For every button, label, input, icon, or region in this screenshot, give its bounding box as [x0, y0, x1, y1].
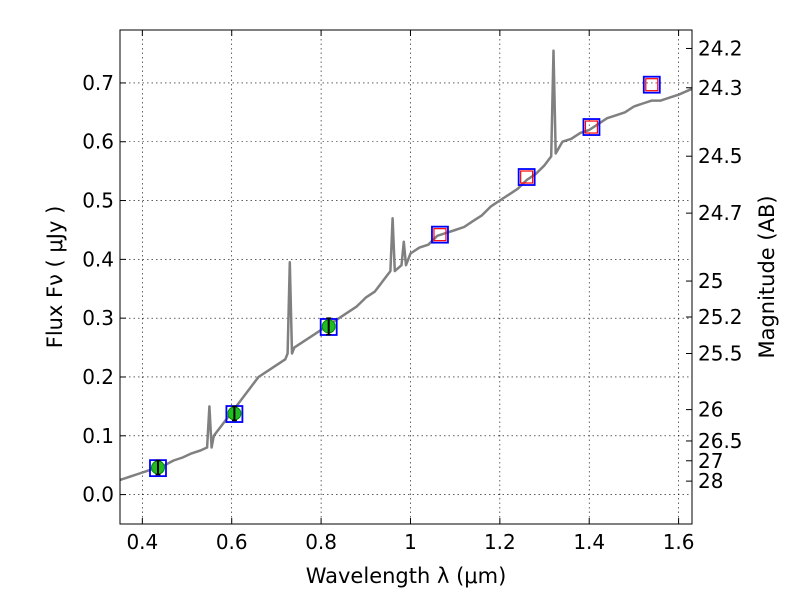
x-axis-title: Wavelength λ (μm): [306, 564, 507, 588]
y2-tick-label: 24.2: [698, 36, 743, 60]
y2-tick-label: 24.5: [698, 144, 743, 168]
red-square-marker: [584, 120, 599, 134]
marker-layer: [149, 75, 661, 478]
y-tick-label: 0.0: [82, 483, 114, 507]
y2-tick-label: 28: [698, 469, 723, 493]
red-square-marker: [645, 78, 659, 92]
y-axis-title: Flux Fν ( μJy ): [43, 206, 67, 349]
x-tick-label: 1.2: [484, 530, 516, 554]
x-tick-label: 1.4: [573, 530, 605, 554]
y-tick-label: 0.3: [82, 306, 114, 330]
y2-tick-label: 25: [698, 269, 723, 293]
y2-tick-label: 27: [698, 449, 723, 473]
y2-tick-label: 25.5: [698, 342, 743, 366]
x-tick-label: 0.4: [126, 530, 158, 554]
x-tick-label: 0.8: [305, 530, 337, 554]
y-tick-label: 0.5: [82, 189, 114, 213]
y-tick-label: 0.2: [82, 365, 114, 389]
y2-tick-label: 26.5: [698, 429, 743, 453]
y-tick-label: 0.7: [82, 71, 114, 95]
x-axis-ticks: 0.4 0.6 0.8 1 1.2 1.4 1.6: [126, 30, 695, 554]
y-tick-label: 0.6: [82, 130, 114, 154]
blue-square-marker: [517, 168, 536, 186]
y2-tick-label: 25.2: [698, 305, 743, 329]
y2-tick-label: 24.7: [698, 201, 743, 225]
y2-tick-label: 24.3: [698, 76, 743, 100]
y-tick-label: 0.4: [82, 247, 114, 271]
y-axis-ticks: 0.0 0.1 0.2 0.3 0.4 0.5 0.6 0.7: [82, 71, 126, 507]
x-tick-label: 1: [404, 530, 417, 554]
y2-axis-title: Magnitude (AB): [755, 195, 779, 358]
spectrum-line: [119, 49, 693, 482]
y2-tick-label: 26: [698, 398, 723, 422]
blue-square-marker: [431, 225, 449, 244]
plot-frame: [119, 29, 693, 525]
x-tick-label: 1.6: [663, 530, 695, 554]
blue-square-marker: [642, 75, 661, 94]
red-square-marker: [433, 228, 447, 242]
x-tick-label: 0.6: [216, 530, 248, 554]
blue-square-marker: [582, 118, 601, 136]
y-tick-label: 0.1: [82, 424, 114, 448]
red-square-marker: [520, 170, 534, 184]
spectrum-layer: [119, 49, 693, 482]
